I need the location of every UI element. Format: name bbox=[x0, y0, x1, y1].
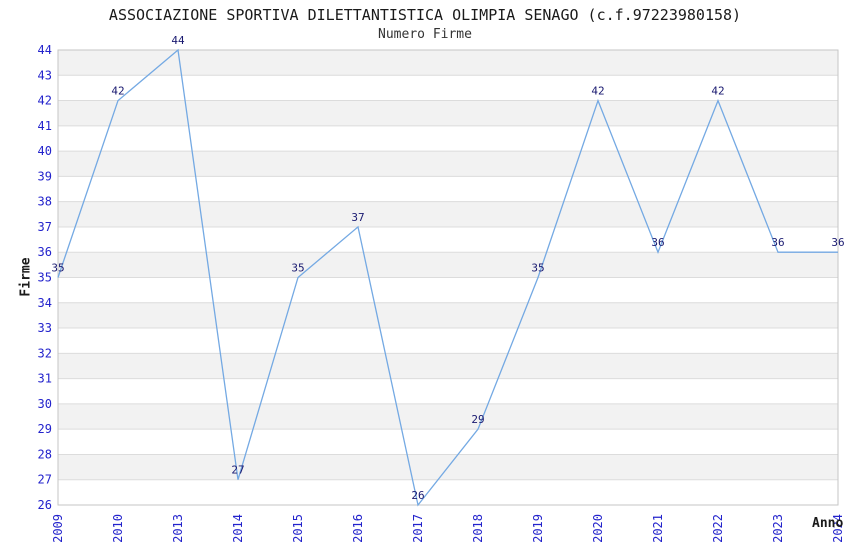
svg-text:2023: 2023 bbox=[771, 514, 785, 543]
svg-text:26: 26 bbox=[38, 498, 52, 512]
svg-text:2015: 2015 bbox=[291, 514, 305, 543]
svg-text:41: 41 bbox=[38, 119, 52, 133]
svg-text:37: 37 bbox=[351, 211, 364, 224]
chart-subtitle: Numero Firme bbox=[378, 27, 472, 42]
svg-text:34: 34 bbox=[38, 296, 52, 310]
svg-text:44: 44 bbox=[171, 34, 185, 47]
svg-text:2019: 2019 bbox=[531, 514, 545, 543]
chart-title: ASSOCIAZIONE SPORTIVA DILETTANTISTICA OL… bbox=[108, 6, 742, 24]
svg-text:2024: 2024 bbox=[831, 514, 845, 543]
svg-text:2020: 2020 bbox=[591, 514, 605, 543]
svg-text:42: 42 bbox=[38, 94, 52, 108]
svg-text:27: 27 bbox=[38, 473, 52, 487]
svg-text:35: 35 bbox=[51, 262, 64, 275]
svg-text:2017: 2017 bbox=[411, 514, 425, 543]
svg-text:28: 28 bbox=[38, 447, 52, 461]
svg-text:2013: 2013 bbox=[171, 514, 185, 543]
svg-text:43: 43 bbox=[38, 68, 52, 82]
svg-text:26: 26 bbox=[411, 489, 424, 502]
svg-text:29: 29 bbox=[471, 413, 484, 426]
svg-text:2010: 2010 bbox=[111, 514, 125, 543]
svg-text:42: 42 bbox=[111, 85, 124, 98]
svg-text:2021: 2021 bbox=[651, 514, 665, 543]
svg-text:35: 35 bbox=[291, 262, 304, 275]
svg-text:37: 37 bbox=[38, 220, 52, 234]
svg-text:2014: 2014 bbox=[231, 514, 245, 543]
svg-text:35: 35 bbox=[531, 262, 544, 275]
svg-text:44: 44 bbox=[38, 43, 52, 57]
svg-text:36: 36 bbox=[771, 236, 784, 249]
svg-text:35: 35 bbox=[38, 270, 52, 284]
svg-text:31: 31 bbox=[38, 372, 52, 386]
svg-text:42: 42 bbox=[591, 85, 604, 98]
svg-text:38: 38 bbox=[38, 195, 52, 209]
svg-text:36: 36 bbox=[831, 236, 844, 249]
svg-text:42: 42 bbox=[711, 85, 724, 98]
svg-text:30: 30 bbox=[38, 397, 52, 411]
svg-text:2022: 2022 bbox=[711, 514, 725, 543]
svg-text:33: 33 bbox=[38, 321, 52, 335]
svg-text:2018: 2018 bbox=[471, 514, 485, 543]
svg-text:32: 32 bbox=[38, 346, 52, 360]
svg-text:36: 36 bbox=[38, 245, 52, 259]
svg-text:2016: 2016 bbox=[351, 514, 365, 543]
svg-text:29: 29 bbox=[38, 422, 52, 436]
svg-text:39: 39 bbox=[38, 169, 52, 183]
svg-text:36: 36 bbox=[651, 236, 664, 249]
svg-text:40: 40 bbox=[38, 144, 52, 158]
svg-text:27: 27 bbox=[231, 464, 244, 477]
x-axis-title: Anno bbox=[812, 516, 844, 531]
svg-text:2009: 2009 bbox=[51, 514, 65, 543]
